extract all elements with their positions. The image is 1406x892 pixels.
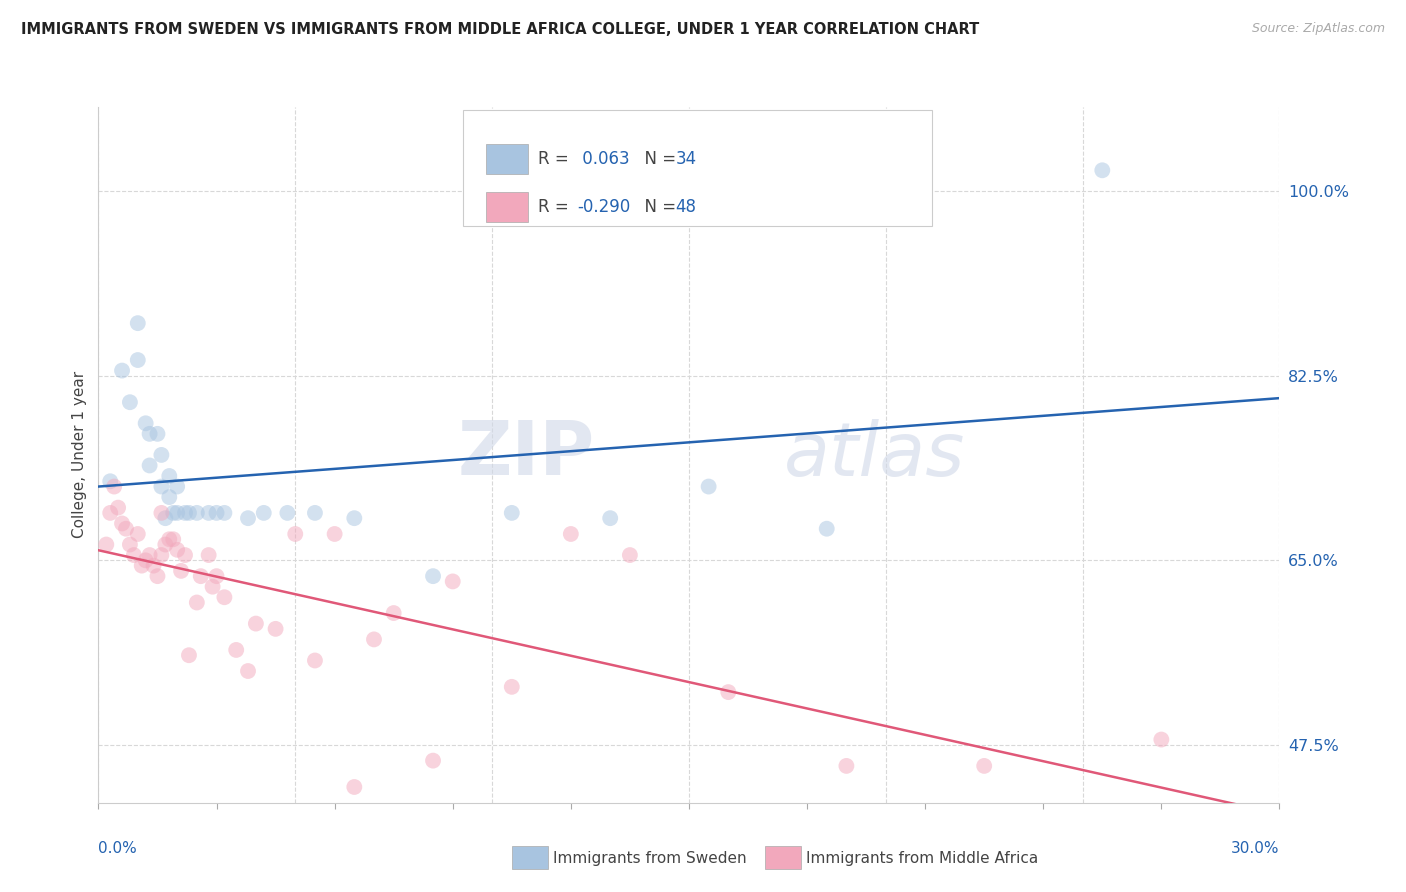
Point bbox=[162, 506, 184, 520]
Point bbox=[245, 616, 267, 631]
Point bbox=[98, 506, 121, 520]
Point bbox=[138, 458, 160, 473]
Text: 0.0%: 0.0% bbox=[98, 841, 138, 856]
Point bbox=[127, 527, 149, 541]
Point bbox=[131, 558, 153, 573]
Point bbox=[501, 680, 523, 694]
Text: Immigrants from Sweden: Immigrants from Sweden bbox=[553, 851, 747, 865]
Point bbox=[150, 506, 173, 520]
Point bbox=[166, 506, 188, 520]
Point bbox=[146, 569, 169, 583]
Point bbox=[186, 506, 208, 520]
Point bbox=[205, 569, 228, 583]
Text: IMMIGRANTS FROM SWEDEN VS IMMIGRANTS FROM MIDDLE AFRICA COLLEGE, UNDER 1 YEAR CO: IMMIGRANTS FROM SWEDEN VS IMMIGRANTS FRO… bbox=[21, 22, 980, 37]
Text: Immigrants from Middle Africa: Immigrants from Middle Africa bbox=[806, 851, 1038, 865]
Point bbox=[107, 500, 129, 515]
Point bbox=[201, 580, 224, 594]
Point bbox=[150, 479, 173, 493]
Text: Source: ZipAtlas.com: Source: ZipAtlas.com bbox=[1251, 22, 1385, 36]
Point bbox=[560, 527, 582, 541]
Point bbox=[118, 537, 141, 551]
Point bbox=[142, 558, 165, 573]
Point bbox=[214, 591, 236, 605]
Point bbox=[122, 548, 145, 562]
Point bbox=[190, 569, 212, 583]
Point bbox=[157, 490, 180, 504]
Point bbox=[973, 759, 995, 773]
Point bbox=[304, 506, 326, 520]
Point bbox=[138, 426, 160, 441]
Point bbox=[138, 548, 160, 562]
Text: -0.290: -0.290 bbox=[578, 198, 630, 216]
Point bbox=[157, 533, 180, 547]
Point bbox=[619, 548, 641, 562]
Point bbox=[225, 643, 247, 657]
Point bbox=[155, 537, 177, 551]
Point bbox=[98, 475, 121, 489]
Point bbox=[214, 506, 236, 520]
Point bbox=[501, 506, 523, 520]
Point bbox=[236, 664, 259, 678]
Point bbox=[343, 780, 366, 794]
Text: 0.063: 0.063 bbox=[578, 150, 630, 169]
Point bbox=[177, 648, 200, 663]
Text: N =: N = bbox=[634, 150, 681, 169]
Text: ZIP: ZIP bbox=[457, 418, 595, 491]
Point bbox=[135, 553, 157, 567]
Point bbox=[422, 754, 444, 768]
Point bbox=[174, 506, 197, 520]
Point bbox=[135, 417, 157, 431]
Point bbox=[304, 653, 326, 667]
Point bbox=[111, 516, 134, 531]
Point bbox=[111, 363, 134, 377]
Point bbox=[166, 479, 188, 493]
Point bbox=[127, 316, 149, 330]
Text: R =: R = bbox=[538, 198, 574, 216]
Point bbox=[1091, 163, 1114, 178]
Point bbox=[363, 632, 385, 647]
Point bbox=[118, 395, 141, 409]
Point bbox=[150, 448, 173, 462]
Point bbox=[177, 506, 200, 520]
Point bbox=[236, 511, 259, 525]
Point bbox=[599, 511, 621, 525]
Point bbox=[276, 506, 298, 520]
Text: 30.0%: 30.0% bbox=[1232, 841, 1279, 856]
Point bbox=[197, 506, 219, 520]
Point bbox=[323, 527, 346, 541]
Point bbox=[717, 685, 740, 699]
Point bbox=[422, 569, 444, 583]
Point bbox=[157, 469, 180, 483]
Point bbox=[170, 564, 193, 578]
Point bbox=[186, 595, 208, 609]
Point bbox=[697, 479, 720, 493]
Point bbox=[1150, 732, 1173, 747]
Point bbox=[174, 548, 197, 562]
Point bbox=[150, 548, 173, 562]
Point bbox=[103, 479, 125, 493]
Point bbox=[441, 574, 464, 589]
Point bbox=[205, 506, 228, 520]
Point bbox=[127, 353, 149, 368]
Point bbox=[115, 522, 138, 536]
Text: N =: N = bbox=[634, 198, 681, 216]
Y-axis label: College, Under 1 year: College, Under 1 year bbox=[72, 371, 87, 539]
Point bbox=[166, 542, 188, 557]
Text: 34: 34 bbox=[676, 150, 697, 169]
Text: atlas: atlas bbox=[783, 419, 965, 491]
Point bbox=[264, 622, 287, 636]
Point bbox=[155, 511, 177, 525]
Text: R =: R = bbox=[538, 150, 574, 169]
Point bbox=[382, 606, 405, 620]
Point bbox=[815, 522, 838, 536]
Point bbox=[835, 759, 858, 773]
Point bbox=[284, 527, 307, 541]
Point bbox=[162, 533, 184, 547]
Point bbox=[253, 506, 276, 520]
Text: 48: 48 bbox=[676, 198, 697, 216]
Point bbox=[197, 548, 219, 562]
Point bbox=[96, 537, 118, 551]
Point bbox=[343, 511, 366, 525]
Point bbox=[146, 426, 169, 441]
